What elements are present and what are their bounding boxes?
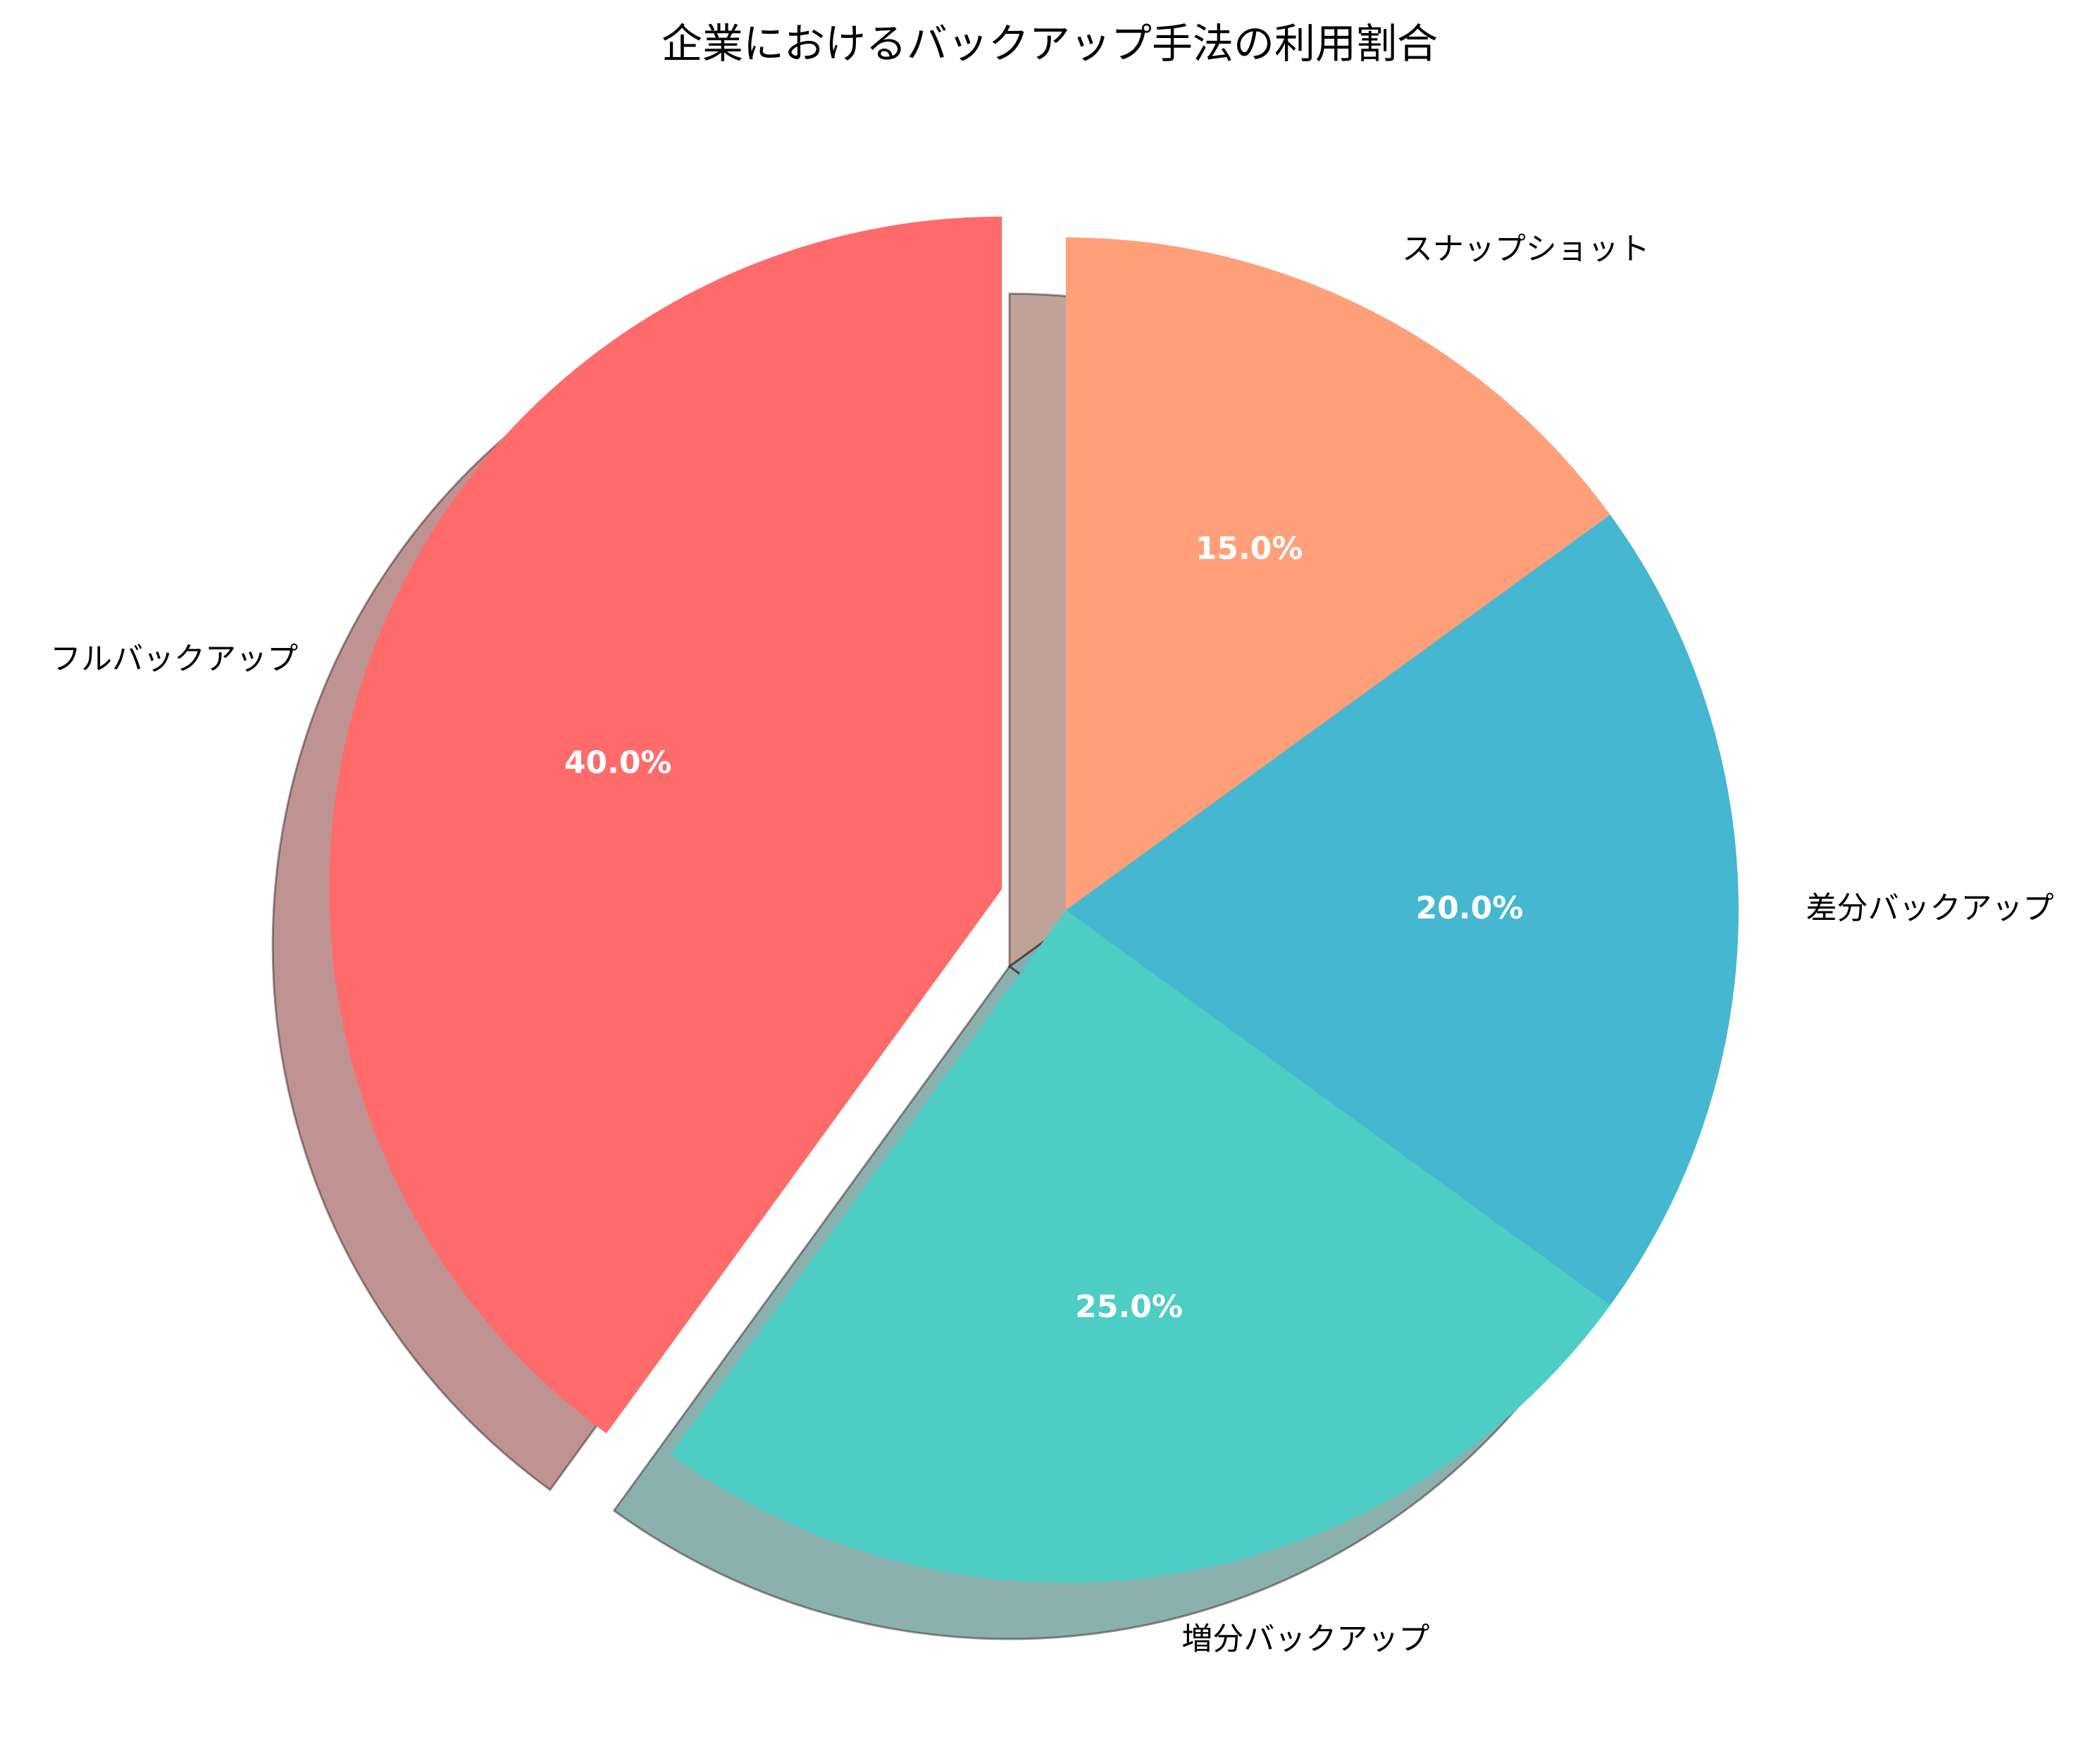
slice-4-label: スナップショット	[1402, 231, 1650, 267]
slice-3-percent-label: 20.0%	[1416, 890, 1524, 926]
slice-2-label: 増分バックアップ	[1181, 1621, 1429, 1657]
slice-4-percent-label: 15.0%	[1195, 530, 1303, 566]
slice-1-percent-label: 40.0%	[564, 745, 672, 780]
slice-layer	[329, 216, 1739, 1583]
slice-2-percent-label: 25.0%	[1075, 1289, 1183, 1325]
slice-1-wedge	[329, 216, 1002, 1434]
slice-1-label: フルバックアップ	[50, 641, 298, 677]
slice-3-label: 差分バックアップ	[1806, 890, 2054, 926]
chart-title: 企業におけるバックアップ手法の利用割合	[661, 20, 1438, 68]
slice-4-wedge	[1066, 237, 1610, 910]
label-layer: フルバックアップ 40.0% 増分バックアップ 25.0% 差分バックアップ 20.0% ス…	[50, 231, 2054, 1657]
slice-2-wedge	[670, 910, 1610, 1583]
slice-3-wedge	[1066, 514, 1739, 1306]
